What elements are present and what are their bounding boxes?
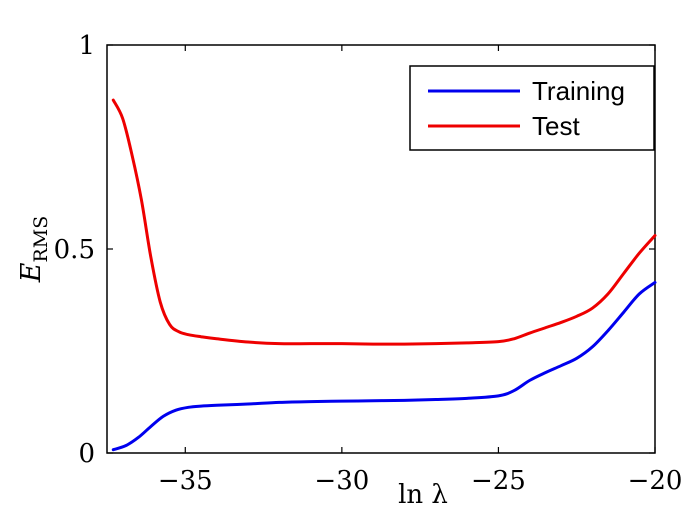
series-line-training [111, 280, 657, 452]
legend: Training Test [409, 65, 655, 151]
x-axis-title-text: ln λ [398, 480, 448, 510]
series-line-test [111, 98, 657, 346]
tick-labels: −35 −30 −25 −20 0 0.5 1 [54, 31, 683, 496]
y-axis-title: ERMS [16, 216, 52, 284]
x-tick-label: −20 [628, 466, 683, 496]
y-tick-label: 0 [78, 439, 95, 469]
x-tick-label: −30 [314, 466, 369, 496]
x-tick-label: −25 [471, 466, 526, 496]
y-axis-title-main: E [16, 262, 47, 283]
series-lines [111, 98, 657, 452]
y-axis-title-subscript: RMS [30, 216, 52, 263]
legend-label-training: Training [532, 76, 625, 106]
axis-ticks [107, 44, 656, 454]
x-tick-label: −35 [158, 466, 213, 496]
legend-box [409, 65, 655, 151]
y-tick-label: 0.5 [54, 235, 95, 265]
x-axis-title: ln λ [398, 480, 448, 510]
y-tick-label: 1 [78, 31, 95, 61]
legend-label-test: Test [532, 111, 580, 141]
